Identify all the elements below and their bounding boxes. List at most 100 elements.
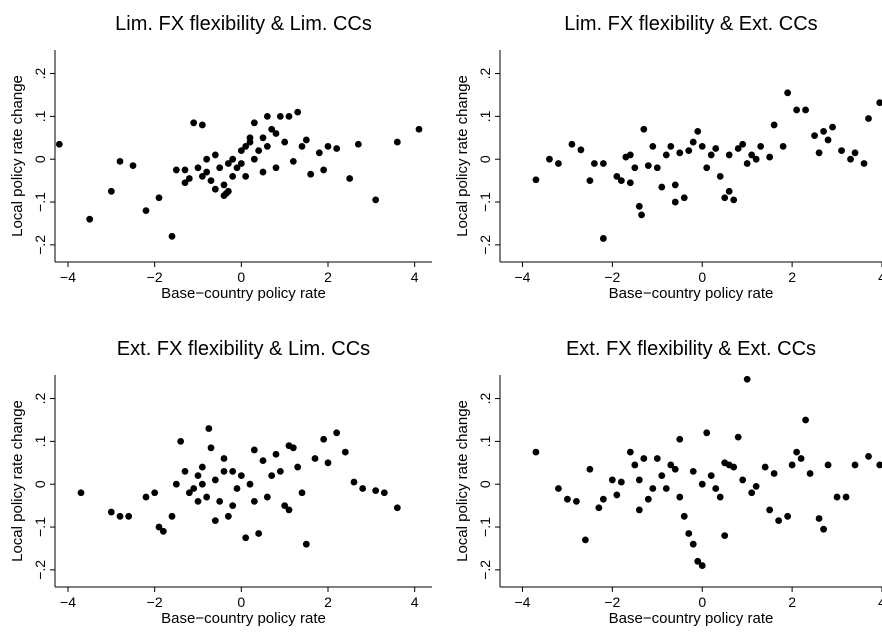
point [734,433,742,441]
point [546,155,553,163]
point [250,119,258,127]
point [233,164,241,172]
point [644,162,652,170]
point [255,530,263,537]
point [346,175,354,182]
point [246,134,254,142]
point [635,506,643,514]
point [865,115,872,122]
point [680,194,688,202]
point [573,497,580,505]
point [229,502,237,510]
y-axis-label: Local policy rate change [9,400,26,562]
point [820,525,827,533]
x-tick-label: 4 [411,269,419,285]
y-tick-label: .1 [477,110,493,122]
y-tick-label: .2 [32,393,48,405]
point [698,562,706,569]
point [766,153,774,161]
point [198,480,206,488]
point [626,179,634,187]
point [263,142,271,150]
point [86,215,94,223]
point [272,450,280,458]
point [707,472,715,480]
point [734,145,742,152]
point [748,489,756,497]
y-tick-label: .1 [477,435,493,447]
point [393,138,401,146]
point [689,540,697,548]
point [263,112,271,120]
point [77,489,85,497]
x-tick-label: −2 [604,269,620,285]
point [194,164,202,172]
x-axis-label: Base−country policy rate [609,285,774,302]
point [302,540,310,548]
point [824,461,832,469]
point [761,463,769,471]
point [775,517,783,525]
point [116,157,124,165]
point [250,155,258,163]
point [142,207,150,215]
point [876,461,882,469]
point [613,172,621,180]
x-tick-label: 0 [237,594,245,610]
point [190,119,198,127]
point [181,467,189,475]
point [743,375,751,383]
point [172,166,180,174]
point [739,476,747,484]
point [181,166,189,174]
point [721,194,729,202]
point [198,463,206,471]
point [211,517,219,525]
point [224,160,232,167]
point [250,497,258,505]
point [658,183,666,191]
point [242,142,250,150]
point [847,155,854,163]
point [725,151,733,159]
x-tick-label: 0 [237,269,245,285]
point [721,532,729,540]
x-axis-label: Base−country policy rate [161,610,326,627]
point [250,446,258,454]
chart-title: Ext. FX flexibility & Lim. CCs [117,338,370,360]
point [237,472,245,480]
point [667,461,675,469]
point [237,160,245,167]
y-tick-label: −.1 [32,192,48,212]
point [555,160,562,167]
y-tick-label: .1 [32,435,48,447]
point [142,493,150,501]
point [216,164,224,172]
point [129,162,137,170]
point [532,176,540,184]
point [851,149,859,157]
point [107,187,115,195]
point [703,429,711,437]
point [793,106,801,114]
point [653,455,661,462]
point [689,138,697,146]
point [285,442,293,450]
point [707,151,715,159]
point [259,457,267,465]
point [285,506,293,514]
x-tick-label: 4 [878,594,882,610]
point [842,493,850,501]
point [281,138,289,146]
point [716,172,724,180]
y-tick-label: −.1 [32,517,48,537]
point [415,125,423,133]
y-tick-label: 0 [477,480,493,488]
y-tick-label: −.2 [32,235,48,255]
point [635,202,643,210]
point [793,448,801,456]
point [626,448,634,456]
point [211,151,219,159]
point [320,166,328,174]
